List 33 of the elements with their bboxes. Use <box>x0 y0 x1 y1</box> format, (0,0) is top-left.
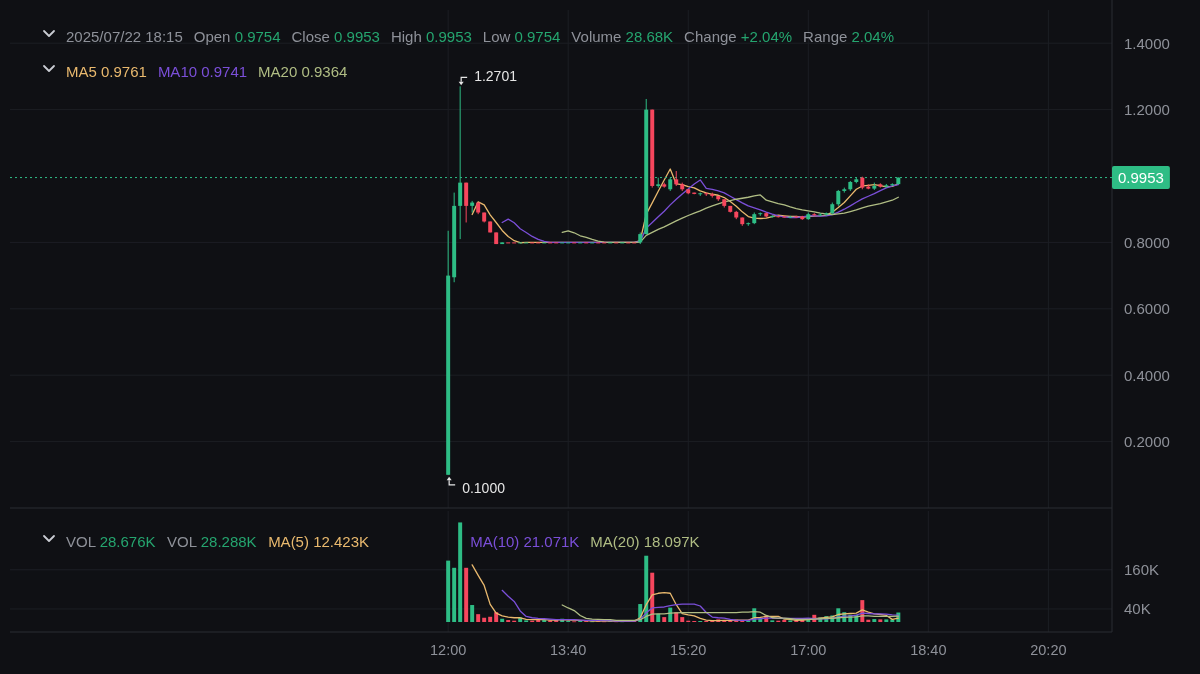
annotation: 1.2701 <box>474 68 518 85</box>
y-tick-label: 0.6000 <box>1124 300 1170 318</box>
annotation: High 0.9953 <box>390 27 472 45</box>
y-tick-label: 0.4000 <box>1124 366 1170 384</box>
text: MA10 0.9741 <box>157 62 248 80</box>
y-tick-label: 160K <box>1124 561 1160 579</box>
annotation: Volume 28.68K <box>571 27 674 45</box>
text: MA(10) 21.071K <box>470 532 580 550</box>
annotation: VOL 28.676K <box>66 532 156 550</box>
annotation: Change +2.04% <box>684 27 793 45</box>
annotation: Range 2.04% <box>803 27 895 45</box>
y-tick-label: 40K <box>1124 600 1151 618</box>
y-tick-label: 1.2000 <box>1124 101 1170 119</box>
x-tick-label: 17:00 <box>790 642 827 658</box>
y-tick-label: 0.8000 <box>1124 233 1170 251</box>
annotation: Close 0.9953 <box>291 27 380 45</box>
x-tick-label: 13:40 <box>550 642 587 658</box>
y-tick-label: 0.2000 <box>1124 433 1170 451</box>
annotation: Open 0.9754 <box>193 27 281 45</box>
text: MA(5) 12.423K <box>268 532 370 550</box>
x-tick-label: 18:40 <box>910 642 947 658</box>
y-tick-label: 1.4000 <box>1124 34 1170 52</box>
text: MA(20) 18.097K <box>590 532 700 550</box>
text: MA5 0.9761 <box>66 62 147 80</box>
annotation: VOL 28.288K <box>167 532 257 550</box>
x-tick-label: 12:00 <box>430 642 467 658</box>
text: MA20 0.9364 <box>258 62 348 80</box>
annotation: Low 0.9754 <box>482 27 561 45</box>
ref-line-label: 0.9953 <box>1117 169 1164 187</box>
annotation: 2025/07/22 18:15 <box>66 27 183 45</box>
annotation: 0.1000 <box>462 479 506 496</box>
x-tick-label: 20:20 <box>1030 642 1067 658</box>
x-tick-label: 15:20 <box>670 642 707 658</box>
